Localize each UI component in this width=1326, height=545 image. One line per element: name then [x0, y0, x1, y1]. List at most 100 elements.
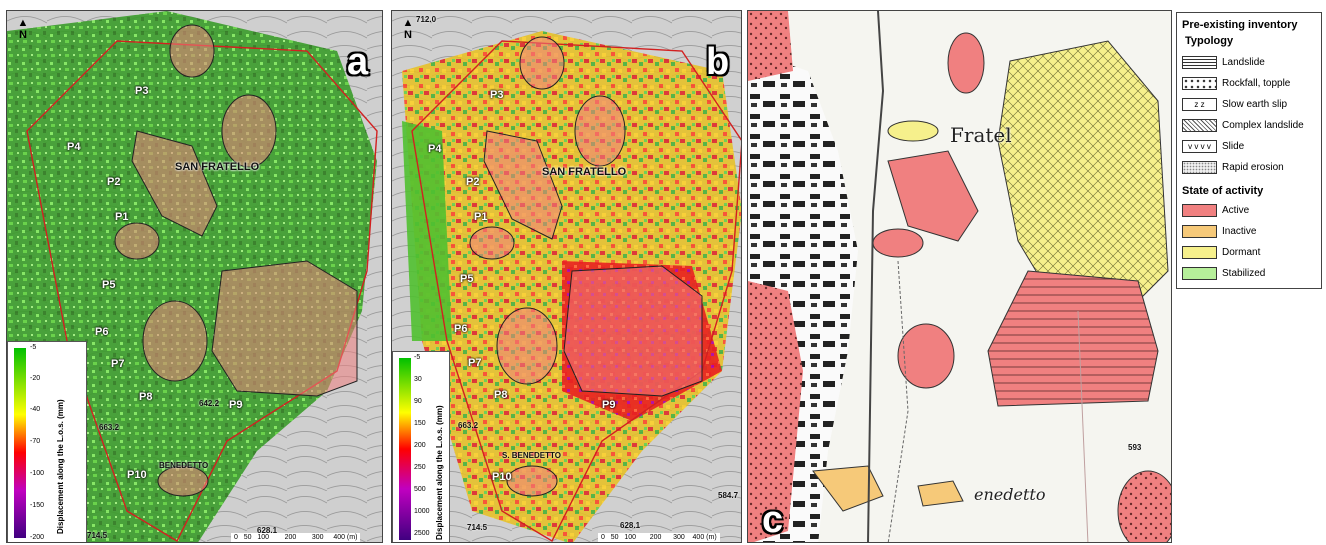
z-pattern-icon: z z [1182, 98, 1217, 111]
point-label-p10: P10 [492, 471, 512, 483]
colorbar-tick: -100 [30, 470, 45, 477]
spot-height: 593 [1128, 443, 1142, 452]
legend-item-inactive: Inactive [1182, 224, 1256, 239]
legend-item-rapid-erosion: Rapid erosion [1182, 160, 1284, 175]
point-label-p6: P6 [95, 326, 109, 338]
map-legend: Pre-existing inventory Typology Landslid… [1176, 12, 1322, 289]
point-label-p8: P8 [494, 389, 508, 401]
colorbar-tick: -20 [30, 375, 41, 382]
colorbar-tick: 30 [414, 376, 422, 383]
point-label-p5: P5 [460, 273, 474, 285]
stabilized-swatch [1182, 267, 1217, 280]
map-place-label: enedetto [974, 485, 1046, 504]
legend-item-landslide: Landslide [1182, 55, 1265, 70]
colorbar-tick: 2500 [414, 530, 430, 537]
colorbar-legend: -5 -20 -40 -70 -100 -150 -200 Displaceme… [7, 341, 87, 542]
colorbar-tick: -200 [30, 534, 45, 541]
point-label-p9: P9 [229, 399, 243, 411]
point-label-p10: P10 [127, 469, 147, 481]
colorbar-tick: -150 [30, 502, 45, 509]
scale-label: 300 [673, 534, 685, 541]
point-label-p9: P9 [602, 399, 616, 411]
scale-label: 200 [284, 534, 297, 541]
spot-height: 712.0 [416, 15, 437, 24]
scale-label: 400 (m) [692, 534, 717, 541]
point-label-p1: P1 [474, 211, 488, 223]
spot-height: 642.2 [199, 399, 220, 408]
colorbar-tick: 150 [414, 420, 426, 427]
v-pattern-icon: v v v v [1182, 140, 1217, 153]
point-label-p4: P4 [67, 141, 81, 153]
point-label-p2: P2 [466, 176, 480, 188]
legend-item-dormant: Dormant [1182, 245, 1260, 260]
spot-height: 584.7 [718, 491, 739, 500]
legend-item-slow-earth-slip: z z Slow earth slip [1182, 97, 1287, 112]
colorbar-tick: 250 [414, 464, 426, 471]
legend-item-rockfall: Rockfall, topple [1182, 76, 1290, 91]
colorbar-tick: 500 [414, 486, 426, 493]
scale-bar: 0 50 100 200 300 400 (m) [598, 533, 720, 542]
map-panel-b: ▲ N b SAN FRATELLO S. BENEDETTO P1 P2 P3 … [391, 10, 742, 543]
legend-item-label: Complex landslide [1222, 120, 1304, 131]
legend-item-label: Rockfall, topple [1222, 78, 1291, 89]
legend-item-label: Stabilized [1222, 268, 1266, 279]
scale-label: 50 [610, 534, 619, 541]
point-label-p3: P3 [135, 85, 149, 97]
scale-label: 100 [257, 534, 270, 541]
panel-letter: a [347, 41, 369, 83]
town-label-secondary: S. BENEDETTO [502, 451, 561, 460]
spot-height: 628.1 [257, 526, 278, 535]
point-label-p1: P1 [115, 211, 129, 223]
legend-item-label: Slow earth slip [1222, 99, 1288, 110]
map-place-label: Fratel [950, 123, 1012, 147]
inactive-swatch [1182, 225, 1217, 238]
spot-height: 714.5 [467, 523, 488, 532]
point-label-p3: P3 [490, 89, 504, 101]
active-swatch [1182, 204, 1217, 217]
colorbar-tick: 200 [414, 442, 426, 449]
dots-pattern-icon [1182, 77, 1217, 90]
spot-height: 714.5 [87, 531, 108, 540]
legend-item-stabilized: Stabilized [1182, 266, 1265, 281]
north-arrow-icon: ▲ N [402, 17, 414, 41]
town-label: SAN FRATELLO [175, 161, 260, 173]
colorbar-tick: -5 [30, 344, 37, 351]
colorbar-tick: -5 [414, 354, 421, 361]
panel-letter: b [706, 41, 730, 83]
scale-bar: 0 50 100 200 300 400 (m) [231, 533, 361, 542]
scale-label: 0 [601, 534, 605, 541]
panel-letter: c [762, 499, 784, 541]
north-arrow-icon: ▲ N [17, 17, 29, 41]
colorbar-gradient [399, 358, 411, 540]
legend-item-active: Active [1182, 203, 1249, 218]
spot-height: 663.2 [99, 423, 120, 432]
point-label-p7: P7 [468, 357, 482, 369]
scale-label: 50 [243, 534, 252, 541]
colorbar-title: Displacement along the L.o.s. (mm) [56, 399, 65, 534]
legend-item-label: Landslide [1222, 57, 1265, 68]
colorbar-tick: 1000 [414, 508, 430, 515]
spot-height: 663.2 [458, 421, 479, 430]
panel-a-map-graphic [7, 11, 382, 542]
legend-typology-title: Typology [1185, 35, 1234, 47]
legend-activity-title: State of activity [1182, 185, 1264, 197]
legend-item-slide: v v v v Slide [1182, 139, 1244, 154]
legend-item-label: Dormant [1222, 247, 1261, 258]
panel-b-map-graphic [392, 11, 741, 542]
legend-item-label: Rapid erosion [1222, 162, 1284, 173]
town-label-secondary: BENEDETTO [159, 461, 209, 470]
colorbar-tick: -40 [30, 406, 41, 413]
legend-item-complex-landslide: Complex landslide [1182, 118, 1304, 133]
scale-label: 100 [624, 534, 637, 541]
point-label-p6: P6 [454, 323, 468, 335]
legend-item-label: Slide [1222, 141, 1245, 152]
scale-label: 300 [311, 534, 324, 541]
legend-item-label: Inactive [1222, 226, 1257, 237]
point-label-p4: P4 [428, 143, 442, 155]
crosshatch-pattern-icon [1182, 119, 1217, 132]
scale-label: 0 [234, 534, 238, 541]
colorbar-legend: -5 30 90 150 200 250 500 1000 2500 Displ… [392, 351, 450, 542]
horizontal-lines-pattern-icon [1182, 56, 1217, 69]
dormant-swatch [1182, 246, 1217, 259]
town-label: SAN FRATELLO [542, 166, 627, 178]
